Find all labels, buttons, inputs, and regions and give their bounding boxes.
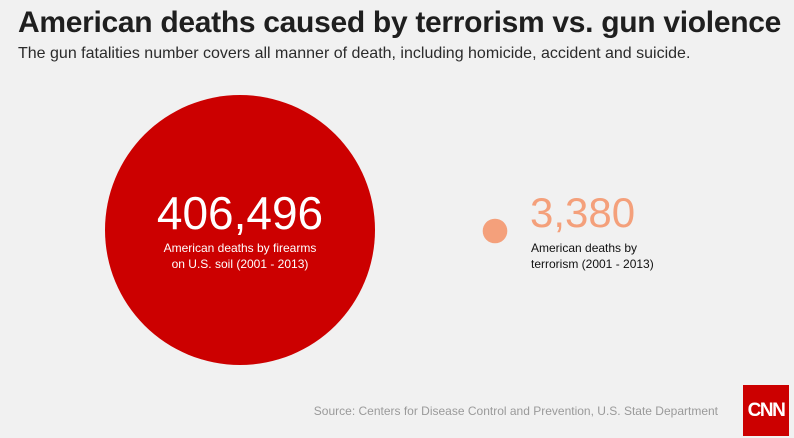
- terrorism-bubble: [482, 218, 508, 244]
- page-title: American deaths caused by terrorism vs. …: [18, 6, 782, 39]
- firearms-bubble: [105, 95, 375, 365]
- source-note: Source: Centers for Disease Control and …: [313, 404, 718, 418]
- terrorism-label-line2: terrorism (2001 - 2013): [531, 257, 654, 271]
- cnn-logo: CNN: [743, 385, 789, 436]
- terrorism-label: American deaths by terrorism (2001 - 201…: [531, 240, 701, 272]
- terrorism-value: 3,380: [530, 189, 636, 236]
- terrorism-label-line1: American deaths by: [531, 241, 638, 255]
- firearms-value: 406,496: [156, 187, 324, 239]
- firearms-label: American deaths by firearms on U.S. soil…: [105, 240, 375, 272]
- firearms-label-line2: on U.S. soil (2001 - 2013): [171, 257, 309, 271]
- firearms-label-line1: American deaths by firearms: [163, 241, 317, 255]
- page-subtitle: The gun fatalities number covers all man…: [18, 45, 691, 62]
